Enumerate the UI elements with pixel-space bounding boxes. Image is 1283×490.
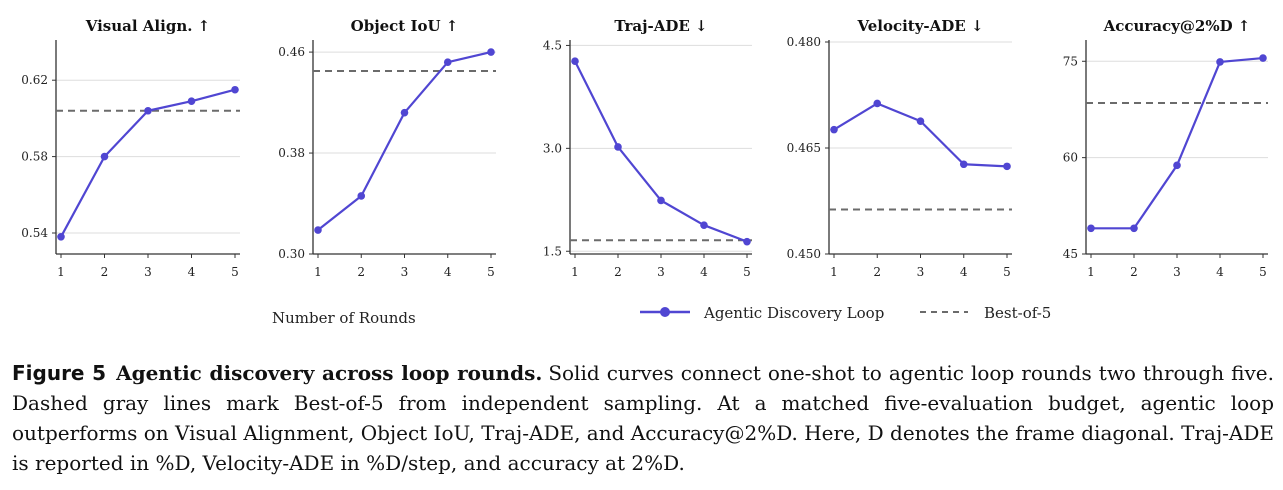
caption-figure-label: Figure 5 — [12, 361, 107, 385]
x-tick-label: 1 — [571, 265, 579, 279]
y-tick-label: 0.58 — [21, 150, 48, 164]
agentic-loop-point — [1173, 161, 1181, 170]
panel-2: Object IoU ↑ 0.30 0.38 0.46 1 2 3 4 5 — [278, 17, 496, 279]
agentic-loop-point — [487, 48, 495, 56]
agentic-loop-point — [314, 226, 322, 234]
agentic-loop-point — [743, 237, 751, 246]
agentic-loop-point — [57, 233, 65, 241]
y-tick-label: 0.480 — [787, 35, 821, 49]
x-tick-label: 4 — [960, 265, 968, 279]
x-tick-label: 3 — [917, 265, 925, 279]
panel-title: Velocity-ADE ↓ — [856, 17, 983, 35]
x-tick-label: 5 — [1003, 265, 1011, 279]
agentic-loop-point — [443, 58, 452, 66]
panel-title: Object IoU ↑ — [351, 17, 459, 35]
y-tick-label: 1.5 — [543, 244, 562, 258]
x-tick-label: 2 — [873, 265, 881, 279]
x-tick-label: 2 — [357, 265, 365, 279]
y-tick-label: 0.30 — [278, 247, 305, 261]
agentic-loop-point — [357, 192, 366, 200]
agentic-loop-line — [574, 60, 748, 243]
agentic-loop-point — [571, 57, 579, 66]
agentic-loop-line — [317, 51, 492, 231]
agentic-loop-point — [614, 143, 622, 151]
figure-caption: Figure 5 Agentic discovery across loop ro… — [12, 358, 1274, 478]
panel-title: Visual Align. ↑ — [85, 17, 211, 35]
agentic-loop-point — [400, 108, 409, 117]
y-tick-label: 75 — [1063, 54, 1078, 68]
x-tick-label: 3 — [401, 265, 409, 279]
legend: Agentic Discovery Loop Best-of-5 — [640, 304, 1051, 322]
agentic-loop-point — [657, 196, 665, 205]
x-tick-label: 2 — [101, 265, 109, 279]
y-tick-label: 45 — [1063, 247, 1078, 261]
legend-dashed-label: Best-of-5 — [984, 304, 1051, 322]
agentic-loop-point — [100, 152, 109, 161]
y-tick-label: 4.5 — [543, 38, 562, 52]
y-tick-label: 3.0 — [543, 141, 562, 155]
x-tick-label: 4 — [444, 265, 452, 279]
x-tick-label: 3 — [1173, 265, 1181, 279]
agentic-loop-point — [1003, 162, 1011, 171]
agentic-loop-line — [833, 102, 1008, 168]
agentic-loop-point — [1130, 224, 1138, 233]
y-tick-label: 60 — [1063, 151, 1078, 165]
figure-panels: Visual Align. ↑ 0.54 0.58 0.62 1 2 3 4 5 Object I… — [21, 17, 1268, 327]
caption-title: Agentic discovery across loop rounds. — [116, 361, 543, 385]
x-tick-label: 1 — [1087, 265, 1095, 279]
y-tick-label: 0.54 — [21, 226, 48, 240]
agentic-loop-point — [144, 106, 152, 115]
panel-title: Accuracy@2%D ↑ — [1103, 17, 1251, 35]
x-tick-label: 5 — [487, 265, 495, 279]
x-tick-label: 4 — [700, 265, 708, 279]
x-tick-label: 3 — [657, 265, 665, 279]
agentic-loop-point — [1216, 58, 1224, 66]
x-tick-label: 1 — [57, 265, 65, 279]
agentic-loop-point — [1259, 54, 1267, 62]
agentic-loop-point — [830, 125, 838, 134]
agentic-loop-point — [1087, 224, 1095, 233]
x-tick-label: 5 — [1259, 265, 1267, 279]
y-tick-label: 0.46 — [278, 45, 305, 59]
agentic-loop-point — [700, 221, 708, 229]
y-tick-label: 0.38 — [278, 146, 305, 160]
x-tick-label: 2 — [614, 265, 622, 279]
x-tick-label: 1 — [314, 265, 322, 279]
x-tick-label: 2 — [1130, 265, 1138, 279]
agentic-loop-point — [959, 160, 968, 169]
y-tick-label: 0.465 — [787, 141, 821, 155]
x-tick-label: 4 — [188, 265, 196, 279]
panel-title: Traj-ADE ↓ — [614, 17, 707, 35]
x-tick-label: 3 — [144, 265, 152, 279]
x-tick-label: 1 — [830, 265, 838, 279]
agentic-loop-point — [916, 117, 925, 125]
panel-3: Traj-ADE ↓ 1.5 3.0 4.5 1 2 3 4 5 — [543, 17, 752, 279]
x-tick-label: 5 — [231, 265, 239, 279]
x-axis-label: Number of Rounds — [272, 309, 416, 327]
agentic-loop-point — [187, 97, 196, 106]
caption-text: Solid curves connect one-shot to agentic… — [12, 361, 1274, 475]
legend-solid-marker — [660, 307, 670, 317]
legend-solid-label: Agentic Discovery Loop — [703, 304, 884, 322]
agentic-loop-point — [231, 85, 239, 94]
x-tick-label: 5 — [743, 265, 751, 279]
y-tick-label: 0.450 — [787, 247, 821, 261]
agentic-loop-line — [1091, 56, 1264, 230]
x-tick-label: 4 — [1216, 265, 1224, 279]
agentic-loop-point — [873, 99, 882, 108]
y-tick-label: 0.62 — [21, 73, 48, 87]
panel-4: Velocity-ADE ↓ 0.450 0.465 0.480 1 2 3 4 5 — [787, 17, 1012, 279]
panel-1: Visual Align. ↑ 0.54 0.58 0.62 1 2 3 4 5 — [21, 17, 240, 279]
